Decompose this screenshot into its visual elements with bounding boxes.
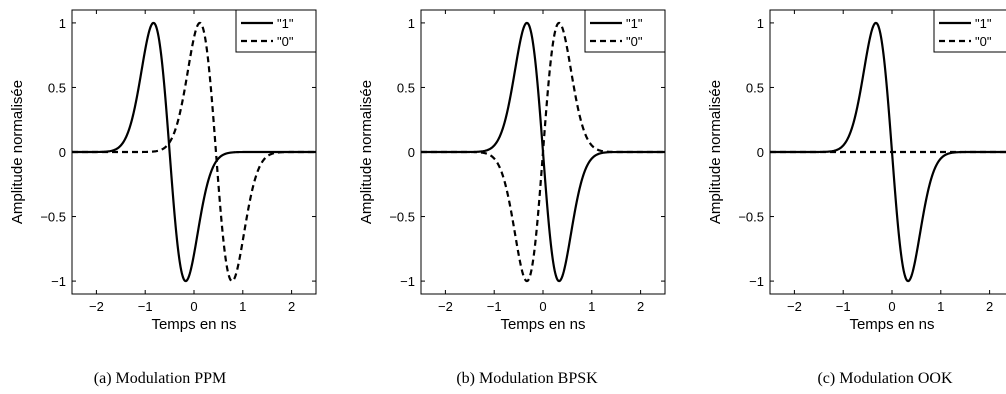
y-tick-label: 0.5	[397, 80, 415, 95]
y-tick-label: −0.5	[738, 210, 764, 225]
x-tick-label: 2	[637, 299, 644, 314]
subfigure-caption: (b) Modulation BPSK	[456, 370, 598, 387]
x-tick-label: 0	[888, 299, 895, 314]
y-tick: 0.5	[48, 80, 316, 95]
x-axis-label: Temps en ns	[500, 316, 585, 333]
x-tick-label: 0	[539, 299, 546, 314]
y-tick-label: −1	[400, 274, 415, 289]
subfigure-caption: (c) Modulation OOK	[817, 370, 953, 387]
y-tick: 0.5	[746, 80, 774, 95]
y-tick-label: 1	[408, 16, 415, 31]
y-tick: 0	[757, 145, 774, 160]
x-axis-label: Temps en ns	[151, 316, 236, 333]
y-tick-label: 0	[59, 145, 66, 160]
legend: "1""0"	[584, 9, 666, 53]
y-axis-label: Amplitude normalisée	[707, 80, 724, 224]
x-tick-label: −1	[138, 299, 153, 314]
x-tick: −1	[836, 10, 851, 314]
x-tick-label: 2	[986, 299, 993, 314]
y-tick-label: 0.5	[48, 80, 66, 95]
y-tick: −1	[749, 274, 774, 289]
series-line-zero	[72, 21, 316, 283]
x-tick: 0	[190, 10, 198, 314]
x-tick: 2	[288, 10, 295, 314]
x-tick: −2	[89, 10, 104, 314]
x-tick: 2	[637, 10, 644, 314]
y-tick-label: −0.5	[389, 210, 415, 225]
series-line-one	[72, 21, 316, 283]
y-tick: −0.5	[40, 210, 316, 225]
x-tick: 1	[239, 10, 246, 314]
y-tick-label: 0	[408, 145, 415, 160]
x-tick-label: −2	[438, 299, 453, 314]
x-tick: −1	[487, 10, 502, 314]
x-tick-label: −1	[487, 299, 502, 314]
x-tick-label: 1	[239, 299, 246, 314]
y-tick: −1	[51, 274, 316, 289]
y-tick: 0.5	[397, 80, 665, 95]
y-tick: 1	[757, 16, 774, 31]
y-tick: −0.5	[738, 210, 774, 225]
x-axis-label: Temps en ns	[849, 316, 934, 333]
legend-label: "1"	[277, 16, 294, 31]
legend: "1""0"	[933, 9, 1006, 53]
x-tick: 0	[539, 10, 547, 314]
y-axis-label: Amplitude normalisée	[9, 80, 26, 224]
y-tick-label: −1	[749, 274, 764, 289]
x-tick: −2	[438, 10, 453, 314]
x-tick: −2	[787, 10, 802, 314]
legend: "1""0"	[235, 9, 317, 53]
y-tick: 0	[59, 145, 316, 160]
x-tick-label: 2	[288, 299, 295, 314]
x-tick: −1	[138, 10, 153, 314]
legend-label: "1"	[626, 16, 643, 31]
y-axis-label: Amplitude normalisée	[358, 80, 375, 224]
x-tick-label: 1	[937, 299, 944, 314]
x-tick-label: −2	[89, 299, 104, 314]
x-tick-label: −2	[787, 299, 802, 314]
y-tick-label: 0	[757, 145, 764, 160]
legend-label: "0"	[626, 34, 643, 49]
series-line-zero	[421, 21, 665, 283]
legend-label: "1"	[975, 16, 992, 31]
y-tick-label: 0.5	[746, 80, 764, 95]
x-tick: 2	[986, 10, 993, 314]
x-tick-label: 0	[190, 299, 197, 314]
subfigure-caption: (a) Modulation PPM	[94, 370, 226, 387]
y-tick: 0	[408, 145, 665, 160]
x-tick-label: 1	[588, 299, 595, 314]
y-tick-label: −0.5	[40, 210, 66, 225]
y-tick: −0.5	[389, 210, 665, 225]
y-tick: −1	[400, 274, 665, 289]
y-tick-label: 1	[757, 16, 764, 31]
x-tick: 0	[888, 10, 896, 314]
y-tick-label: −1	[51, 274, 66, 289]
y-tick-label: 1	[59, 16, 66, 31]
x-tick-label: −1	[836, 299, 851, 314]
legend-label: "0"	[277, 34, 294, 49]
legend-label: "0"	[975, 34, 992, 49]
